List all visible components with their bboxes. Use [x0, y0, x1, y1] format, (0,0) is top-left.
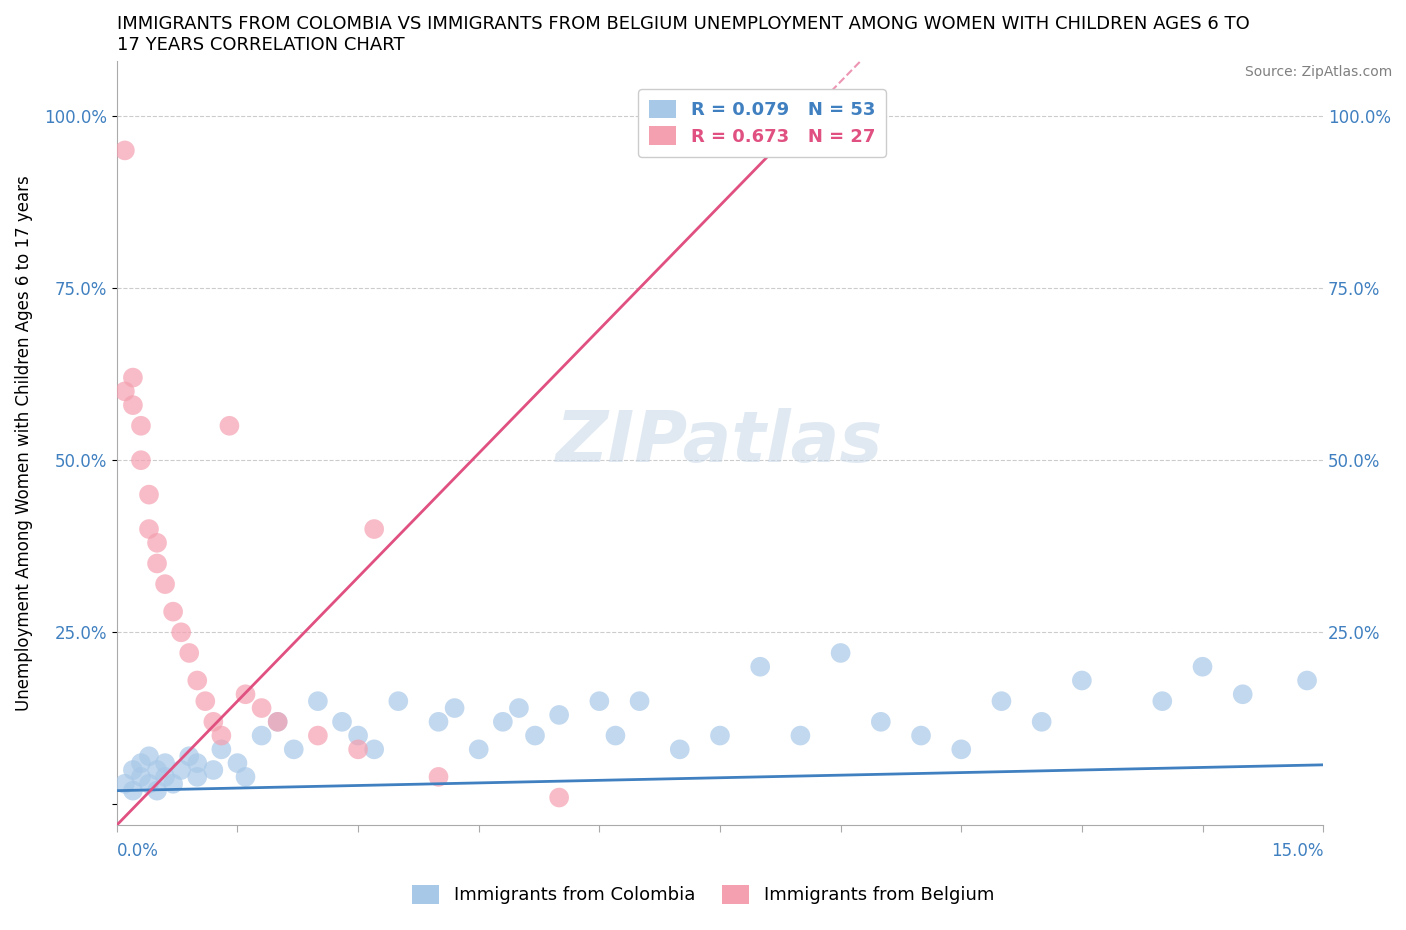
Point — [347, 742, 370, 757]
Point — [153, 769, 176, 784]
Point — [179, 749, 201, 764]
Point — [1152, 694, 1174, 709]
Point — [307, 694, 329, 709]
Text: ZIPatlas: ZIPatlas — [557, 408, 884, 477]
Point — [910, 728, 932, 743]
Point — [218, 418, 240, 433]
Point — [266, 714, 288, 729]
Point — [122, 763, 145, 777]
Point — [605, 728, 627, 743]
Point — [122, 783, 145, 798]
Point — [749, 659, 772, 674]
Point — [347, 728, 370, 743]
Text: Source: ZipAtlas.com: Source: ZipAtlas.com — [1244, 65, 1392, 79]
Point — [129, 453, 152, 468]
Point — [162, 777, 184, 791]
Point — [122, 398, 145, 413]
Point — [427, 714, 450, 729]
Point — [250, 728, 273, 743]
Point — [129, 418, 152, 433]
Point — [129, 756, 152, 771]
Point — [1031, 714, 1053, 729]
Point — [363, 742, 385, 757]
Point — [508, 700, 530, 715]
Point — [138, 777, 160, 791]
Point — [548, 708, 571, 723]
Point — [146, 763, 169, 777]
Point — [869, 714, 891, 729]
Point — [387, 694, 409, 709]
Point — [153, 756, 176, 771]
Point — [266, 714, 288, 729]
Point — [307, 728, 329, 743]
Point — [129, 769, 152, 784]
Point — [492, 714, 515, 729]
Point — [524, 728, 547, 743]
Point — [114, 777, 136, 791]
Point — [226, 756, 249, 771]
Point — [548, 790, 571, 805]
Point — [194, 694, 217, 709]
Point — [628, 694, 651, 709]
Point — [202, 714, 225, 729]
Point — [950, 742, 973, 757]
Point — [186, 769, 208, 784]
Point — [1191, 659, 1213, 674]
Point — [588, 694, 610, 709]
Point — [202, 763, 225, 777]
Point — [990, 694, 1012, 709]
Point — [467, 742, 489, 757]
Point — [1070, 673, 1092, 688]
Text: 15.0%: 15.0% — [1271, 843, 1323, 860]
Point — [186, 673, 208, 688]
Point — [789, 728, 811, 743]
Point — [138, 522, 160, 537]
Point — [179, 645, 201, 660]
Point — [235, 687, 257, 702]
Point — [427, 769, 450, 784]
Point — [209, 742, 232, 757]
Point — [209, 728, 232, 743]
Point — [250, 700, 273, 715]
Point — [330, 714, 353, 729]
Point — [146, 783, 169, 798]
Point — [170, 625, 193, 640]
Text: IMMIGRANTS FROM COLOMBIA VS IMMIGRANTS FROM BELGIUM UNEMPLOYMENT AMONG WOMEN WIT: IMMIGRANTS FROM COLOMBIA VS IMMIGRANTS F… — [117, 15, 1250, 54]
Point — [146, 536, 169, 551]
Legend: R = 0.079   N = 53, R = 0.673   N = 27: R = 0.079 N = 53, R = 0.673 N = 27 — [638, 89, 886, 156]
Legend: Immigrants from Colombia, Immigrants from Belgium: Immigrants from Colombia, Immigrants fro… — [405, 878, 1001, 911]
Point — [146, 556, 169, 571]
Point — [363, 522, 385, 537]
Point — [138, 749, 160, 764]
Point — [709, 728, 731, 743]
Point — [283, 742, 305, 757]
Point — [170, 763, 193, 777]
Point — [114, 384, 136, 399]
Point — [153, 577, 176, 591]
Point — [114, 143, 136, 158]
Point — [235, 769, 257, 784]
Point — [122, 370, 145, 385]
Point — [1296, 673, 1319, 688]
Point — [668, 742, 690, 757]
Point — [138, 487, 160, 502]
Point — [1232, 687, 1254, 702]
Point — [443, 700, 465, 715]
Y-axis label: Unemployment Among Women with Children Ages 6 to 17 years: Unemployment Among Women with Children A… — [15, 175, 32, 711]
Point — [186, 756, 208, 771]
Point — [830, 645, 852, 660]
Text: 0.0%: 0.0% — [117, 843, 159, 860]
Point — [162, 604, 184, 619]
